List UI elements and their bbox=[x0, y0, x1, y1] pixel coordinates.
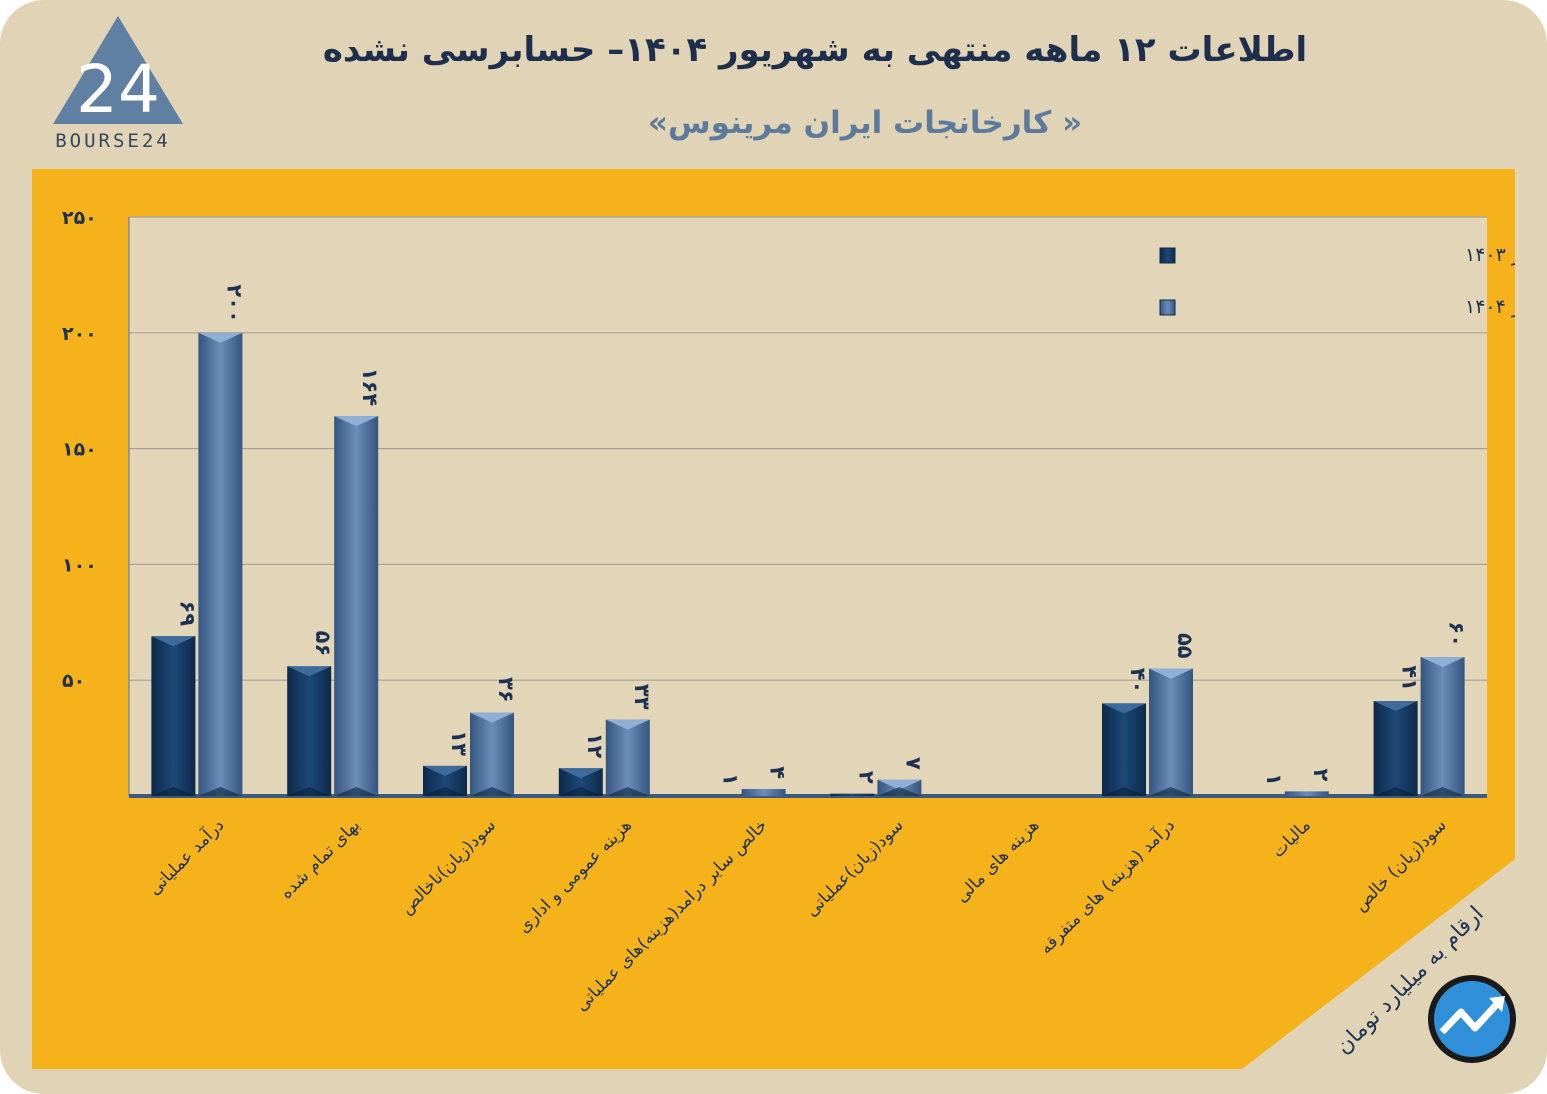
value-label: ۴ bbox=[766, 766, 790, 779]
bar-chart: ۵۰ ۱۰۰ ۱۵۰ ۲۰۰ ۲۵۰ ۶۹ ۲۰۰ درآمد عملیاتی ۵۶ ۱۶۴ بها… bbox=[62, 207, 1515, 1069]
bar-1404 bbox=[334, 416, 379, 796]
plot-area bbox=[129, 217, 1487, 796]
value-label: ۱ bbox=[1262, 773, 1286, 786]
bar-bevel bbox=[1102, 703, 1146, 714]
category-label: مالیات bbox=[1268, 815, 1315, 862]
chart-panel: ۵۰ ۱۰۰ ۱۵۰ ۲۰۰ ۲۵۰ ۶۹ ۲۰۰ درآمد عملیاتی ۵۶ ۱۶۴ بها… bbox=[32, 169, 1515, 1069]
logo-mark: 24 bbox=[76, 51, 160, 128]
y-tick-label: ۱۰۰ bbox=[62, 554, 97, 576]
bar-bevel bbox=[1420, 657, 1465, 668]
bar-bevel bbox=[877, 779, 922, 790]
page-title: اطلاعات ۱۲ ماهه منتهی به شهریور ۱۴۰۴– حس… bbox=[322, 30, 1308, 70]
y-tick-label: ۲۵۰ bbox=[62, 207, 97, 229]
bar-1404 bbox=[470, 712, 514, 796]
category-label: سود(زیان)عملیاتی bbox=[802, 815, 908, 921]
bar-bevel bbox=[1420, 787, 1465, 796]
bar-1403 bbox=[1373, 701, 1418, 796]
bar-1404 bbox=[198, 332, 243, 796]
bar-bevel bbox=[423, 765, 467, 776]
bar-bevel bbox=[151, 787, 196, 796]
legend-swatch bbox=[1159, 299, 1176, 316]
bar-bevel bbox=[877, 787, 922, 796]
value-label: ۵۶ bbox=[311, 631, 335, 657]
bar-bevel bbox=[423, 787, 467, 796]
value-label: ۱۶۴ bbox=[358, 368, 382, 407]
bar-bevel bbox=[1149, 668, 1193, 679]
y-tick-label: ۱۵۰ bbox=[62, 439, 97, 461]
y-tick-label: ۲۰۰ bbox=[62, 323, 97, 345]
bar-bevel bbox=[198, 332, 243, 343]
bar-bevel bbox=[1373, 787, 1418, 796]
value-label: ۱۲ bbox=[583, 733, 607, 759]
value-label: ۲ bbox=[1309, 769, 1333, 782]
legend-entry: عملکرد منتهی به شهریور ۱۴۰۳ bbox=[1465, 244, 1515, 266]
bar-1403 bbox=[830, 793, 875, 796]
value-label: ۶۰ bbox=[1445, 621, 1469, 647]
value-label: ۶۹ bbox=[175, 601, 199, 627]
value-label: ۱ bbox=[719, 773, 743, 786]
category-label: درآمد (هزینه) های متفرقه bbox=[1035, 814, 1179, 958]
bar-bevel bbox=[334, 787, 379, 796]
company-subtitle: « کارخانجات ایران مرینوس» bbox=[647, 105, 1083, 141]
category-label: هزینه عمومی و اداری bbox=[514, 815, 636, 937]
bar-1404 bbox=[1149, 668, 1193, 796]
bar-bevel bbox=[605, 719, 650, 730]
bar-1403 bbox=[1102, 703, 1146, 796]
value-label: ۴۱ bbox=[1398, 665, 1422, 691]
bar-bevel bbox=[287, 787, 332, 796]
bar-bevel bbox=[1149, 787, 1193, 796]
legend-entry: عملکرد منتهی به شهریور ۱۴۰۴ bbox=[1465, 296, 1515, 318]
bar-1403 bbox=[287, 666, 332, 796]
bar-1404 bbox=[1284, 791, 1329, 796]
bar-bevel bbox=[151, 636, 196, 647]
value-label: ۳۳ bbox=[630, 684, 654, 710]
logo-text: BOURSE24 bbox=[55, 130, 171, 152]
bar-1404 bbox=[1420, 657, 1465, 796]
bar-1404 bbox=[605, 719, 650, 796]
category-label: سود(زیان) خالص bbox=[1351, 815, 1451, 915]
bar-bevel bbox=[605, 787, 650, 796]
value-label: ۷ bbox=[901, 757, 925, 770]
bar-bevel bbox=[334, 416, 379, 427]
bar-bevel bbox=[198, 787, 243, 796]
bar-bevel bbox=[287, 666, 332, 677]
category-label: سود(زیان)ناخالص bbox=[397, 815, 500, 918]
bar-bevel bbox=[470, 712, 514, 723]
value-label: ۵۵ bbox=[1173, 633, 1197, 659]
bar-1404 bbox=[741, 789, 786, 796]
value-label: ۱۳ bbox=[447, 730, 471, 756]
bourse24-logo: 24 bbox=[53, 16, 183, 128]
bar-1403 bbox=[151, 636, 196, 796]
bar-bevel bbox=[470, 787, 514, 796]
category-label: هزینه های مالی bbox=[952, 815, 1043, 906]
logo-triangle bbox=[53, 16, 183, 124]
value-label: ۲ bbox=[854, 771, 878, 784]
legend-swatch bbox=[1159, 247, 1176, 264]
value-label: ۴۰ bbox=[1126, 668, 1150, 694]
bar-bevel bbox=[1373, 701, 1418, 712]
category-label: درآمد عملیاتی bbox=[143, 814, 228, 899]
category-label: بهای تمام شده bbox=[276, 815, 364, 903]
value-label: ۳۶ bbox=[494, 677, 518, 703]
y-tick-label: ۵۰ bbox=[62, 670, 85, 692]
bar-bevel bbox=[558, 787, 603, 796]
value-label: ۲۰۰ bbox=[222, 284, 246, 322]
bar-bevel bbox=[1102, 787, 1146, 796]
bar-bevel bbox=[558, 768, 603, 779]
trend-arrow-icon bbox=[1428, 975, 1516, 1063]
